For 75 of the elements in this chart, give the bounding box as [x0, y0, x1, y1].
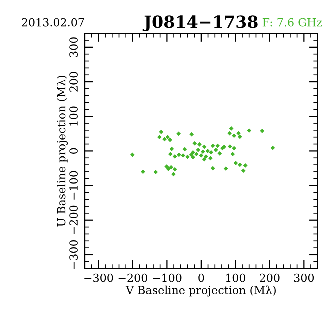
- text: 2013.02.07: [22, 18, 84, 27]
- point: [186, 154, 190, 160]
- point: [170, 146, 174, 152]
- point: [232, 146, 236, 151]
- point: [202, 157, 207, 162]
- point: [191, 150, 196, 155]
- y-tick-label: −200: [70, 206, 78, 234]
- point: [190, 132, 194, 137]
- point: [202, 144, 207, 150]
- point: [210, 166, 216, 171]
- point: [247, 128, 252, 133]
- y-tick-label: 0: [70, 148, 78, 154]
- point: [224, 166, 228, 172]
- x-tick-label: −200: [118, 274, 148, 282]
- point: [241, 168, 246, 174]
- point: [214, 148, 218, 152]
- point: [238, 162, 242, 168]
- x-tick-label: −300: [84, 274, 114, 282]
- x-tick-label: 300: [294, 274, 314, 282]
- point: [198, 142, 202, 147]
- point: [181, 154, 186, 158]
- y-tick-label: 200: [70, 72, 78, 92]
- point: [159, 130, 164, 134]
- point: [236, 131, 241, 136]
- text: F: 7.6 GHz: [262, 18, 322, 27]
- point: [229, 126, 234, 131]
- point: [162, 137, 167, 142]
- chart-title: J0814−1738: [142, 16, 258, 32]
- x-tick-label: 200: [260, 274, 280, 282]
- x-axis-title: V Baseline projection (Mλ): [126, 286, 276, 297]
- point: [130, 152, 135, 158]
- point: [243, 164, 248, 168]
- y-tick-label: 300: [70, 38, 78, 58]
- x-tick-label: 0: [198, 274, 204, 282]
- y-tick-label: 100: [70, 106, 78, 126]
- point: [208, 156, 213, 161]
- point: [182, 147, 188, 152]
- x-tick-label: −100: [153, 274, 182, 282]
- point: [228, 131, 232, 136]
- point: [270, 146, 276, 150]
- x-tick-label: 100: [226, 274, 246, 282]
- point: [206, 149, 210, 154]
- point: [200, 150, 206, 154]
- point: [164, 164, 170, 169]
- point: [218, 151, 222, 156]
- point: [141, 170, 146, 174]
- point: [230, 152, 236, 157]
- point: [234, 161, 238, 166]
- point: [228, 144, 232, 149]
- point: [204, 154, 208, 159]
- point: [166, 135, 170, 140]
- point: [196, 148, 201, 152]
- point: [154, 170, 158, 174]
- point: [216, 144, 220, 148]
- point: [169, 165, 174, 170]
- point: [157, 135, 162, 140]
- point: [176, 132, 182, 136]
- point: [210, 144, 216, 148]
- y-tick-label: −100: [70, 171, 78, 200]
- point: [191, 155, 196, 160]
- point: [172, 172, 176, 177]
- point: [168, 152, 173, 157]
- point: [172, 167, 178, 172]
- point: [260, 128, 265, 134]
- point: [166, 166, 171, 172]
- point: [232, 134, 236, 138]
- point: [192, 141, 198, 146]
- point: [176, 152, 182, 158]
- point: [238, 134, 242, 140]
- point: [172, 154, 178, 159]
- point: [168, 138, 172, 142]
- y-axis-title: U Baseline projection (Mλ): [57, 76, 68, 227]
- point: [194, 152, 199, 157]
- point: [209, 150, 214, 155]
- point: [199, 154, 204, 158]
